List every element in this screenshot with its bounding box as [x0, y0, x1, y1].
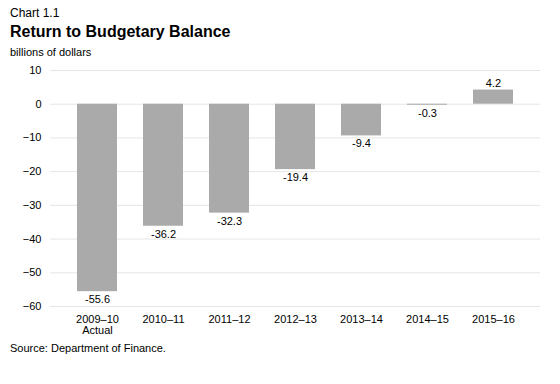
svg-text:−20: −20 — [23, 165, 42, 177]
svg-text:0: 0 — [35, 98, 41, 110]
svg-text:2012–13: 2012–13 — [274, 313, 317, 325]
svg-text:−10: −10 — [23, 131, 42, 143]
svg-text:-55.6: -55.6 — [85, 293, 110, 305]
svg-text:−40: −40 — [23, 233, 42, 245]
svg-text:−50: −50 — [23, 266, 42, 278]
svg-text:2015–16: 2015–16 — [472, 313, 515, 325]
svg-text:2011–12: 2011–12 — [208, 313, 250, 325]
html-text:Return to Budgetary Balance: Return to Budgetary Balance — [10, 23, 231, 40]
svg-text:2009–10Actual: 2009–10Actual — [76, 313, 119, 336]
html-text:Source: Department of Finance.: Source: Department of Finance. — [10, 342, 166, 354]
svg-text:2010–11: 2010–11 — [142, 313, 184, 325]
html-text:Chart 1.1: Chart 1.1 — [10, 6, 60, 20]
svg-text:-36.2: -36.2 — [151, 228, 176, 240]
svg-text:-19.4: -19.4 — [283, 171, 308, 183]
svg-text:2013–14: 2013–14 — [340, 313, 383, 325]
svg-text:10: 10 — [29, 64, 41, 76]
svg-text:−30: −30 — [23, 199, 42, 211]
svg-text:−60: −60 — [23, 300, 42, 312]
html-text:billions of dollars: billions of dollars — [10, 46, 92, 58]
svg-text:-0.3: -0.3 — [418, 107, 437, 119]
svg-text:2014–15: 2014–15 — [406, 313, 449, 325]
svg-text:4.2: 4.2 — [486, 77, 501, 89]
svg-text:-32.3: -32.3 — [217, 215, 242, 227]
svg-text:-9.4: -9.4 — [352, 137, 371, 149]
